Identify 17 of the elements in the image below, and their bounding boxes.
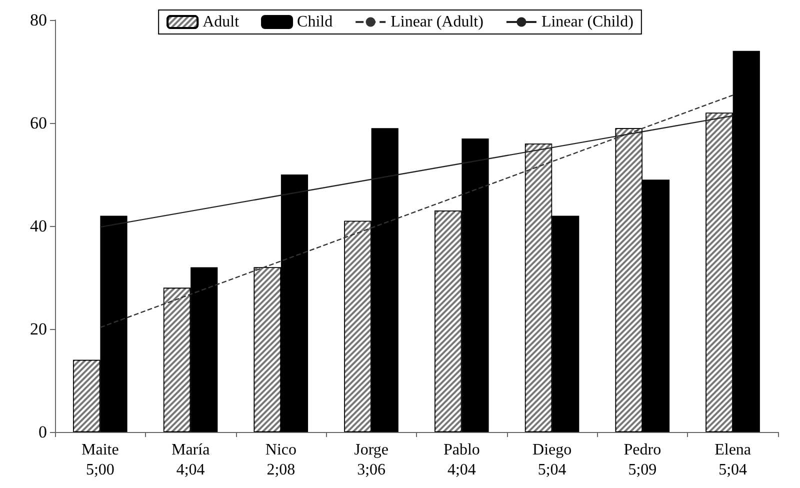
x-tick-label: Pedro 5;09	[624, 442, 662, 478]
y-tick-label: 60	[30, 114, 47, 132]
y-tick-label: 20	[30, 320, 47, 338]
x-tick-label: Maite 5;00	[82, 442, 119, 478]
x-tick-label: Pablo 4;04	[443, 442, 480, 478]
legend-label: Linear (Child)	[541, 14, 634, 30]
y-tick-label: 40	[30, 216, 47, 236]
x-tick-label: Diego 5;04	[532, 442, 572, 478]
x-tick-label: Jorge 3;06	[354, 442, 388, 478]
x-tick-label: María 4;04	[171, 442, 210, 478]
legend-label: Adult	[202, 14, 240, 30]
x-tick-label: Elena 5;04	[714, 442, 752, 478]
legend-label: Linear (Adult)	[390, 14, 484, 30]
y-tick-label: 80	[30, 10, 47, 30]
y-tick-label: 0	[38, 422, 47, 442]
legend-label: Child	[297, 14, 333, 30]
x-tick-label: Nico 2;08	[265, 442, 296, 478]
